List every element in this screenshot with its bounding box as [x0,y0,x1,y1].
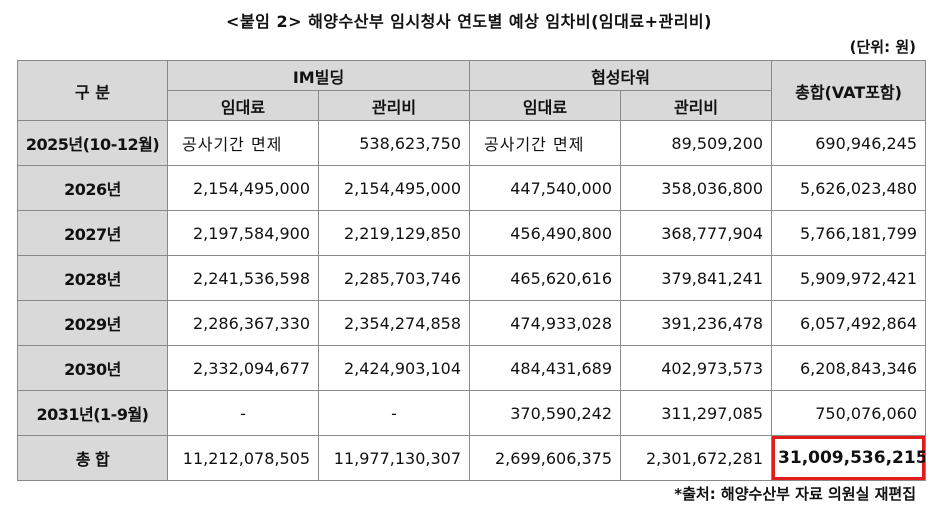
header-total: 총합(VAT포함) [771,60,927,121]
cell-im-rent: 2,241,536,598 [167,255,319,301]
sum-hs-rent: 2,699,606,375 [469,435,622,481]
cell-hs-rent: 456,490,800 [469,210,622,256]
cell-total: 750,076,060 [771,390,927,436]
cell-hs-maintenance: 402,973,573 [620,345,773,391]
table-row: 2031년(1-9월) - - 370,590,242 311,297,085 … [17,390,927,436]
header-im-rent: 임대료 [167,90,319,121]
row-label: 2030년 [17,345,168,391]
cell-hs-rent: 484,431,689 [469,345,622,391]
cell-im-maintenance: 2,424,903,104 [317,345,471,391]
cell-im-maintenance: 2,354,274,858 [317,300,471,346]
cell-im-maintenance: 2,285,703,746 [317,255,471,301]
sum-hs-maintenance: 2,301,672,281 [620,435,773,481]
cell-total: 690,946,245 [771,120,927,166]
cell-im-maintenance: 2,154,495,000 [317,165,471,211]
cell-total: 5,909,972,421 [771,255,927,301]
cell-total: 5,626,023,480 [771,165,927,211]
cell-hs-rent: 474,933,028 [469,300,622,346]
cell-hs-maintenance: 89,509,200 [620,120,773,166]
cell-hs-rent: 공사기간 면제 [469,120,622,166]
header-hs-rent: 임대료 [469,90,622,121]
cell-im-rent: 2,197,584,900 [167,210,319,256]
cell-total: 6,057,492,864 [771,300,927,346]
cell-im-rent: 2,154,495,000 [167,165,319,211]
cell-total: 5,766,181,799 [771,210,927,256]
sum-row: 총 합 11,212,078,505 11,977,130,307 2,699,… [17,435,927,481]
cell-hs-rent: 447,540,000 [469,165,622,211]
cell-im-rent: - [167,390,319,436]
table-row: 2026년 2,154,495,000 2,154,495,000 447,54… [17,165,927,211]
unit-label: (단위: 원) [849,38,916,56]
grand-total: 31,009,536,215 [771,435,927,481]
sum-im-rent: 11,212,078,505 [167,435,319,481]
cell-hs-maintenance: 358,036,800 [620,165,773,211]
cell-hs-maintenance: 368,777,904 [620,210,773,256]
table-row: 2027년 2,197,584,900 2,219,129,850 456,49… [17,210,927,256]
header-im-maintenance: 관리비 [317,90,471,121]
header-hyeopseong-tower: 협성타워 [469,60,773,91]
cell-hs-rent: 465,620,616 [469,255,622,301]
cell-hs-maintenance: 311,297,085 [620,390,773,436]
table-row: 2025년(10-12월) 공사기간 면제 538,623,750 공사기간 면… [17,120,927,166]
cell-im-rent: 2,286,367,330 [167,300,319,346]
sum-im-maintenance: 11,977,130,307 [317,435,471,481]
row-label: 2025년(10-12월) [17,120,168,166]
cell-total: 6,208,843,346 [771,345,927,391]
cell-im-maintenance: 538,623,750 [317,120,471,166]
row-label: 2028년 [17,255,168,301]
row-label: 2031년(1-9월) [17,390,168,436]
rent-table: 구 분 IM빌딩 협성타워 총합(VAT포함) 임대료 관리비 임대료 관리비 … [17,60,927,481]
cell-im-rent: 공사기간 면제 [167,120,319,166]
cell-im-rent: 2,332,094,677 [167,345,319,391]
row-label: 2029년 [17,300,168,346]
cell-hs-maintenance: 391,236,478 [620,300,773,346]
document-title: <붙임 2> 해양수산부 임시청사 연도별 예상 임차비(임대료+관리비) [226,12,712,31]
header-category: 구 분 [17,60,168,121]
sum-row-label: 총 합 [17,435,168,481]
cell-im-maintenance: - [317,390,471,436]
row-label: 2027년 [17,210,168,256]
cell-im-maintenance: 2,219,129,850 [317,210,471,256]
cell-hs-rent: 370,590,242 [469,390,622,436]
table-row: 2028년 2,241,536,598 2,285,703,746 465,62… [17,255,927,301]
header-im-building: IM빌딩 [166,60,471,91]
source-note: *출처: 해양수산부 자료 의원실 재편집 [674,485,916,503]
header-hs-maintenance: 관리비 [620,90,773,121]
table-row: 2030년 2,332,094,677 2,424,903,104 484,43… [17,345,927,391]
row-label: 2026년 [17,165,168,211]
table-row: 2029년 2,286,367,330 2,354,274,858 474,93… [17,300,927,346]
cell-hs-maintenance: 379,841,241 [620,255,773,301]
